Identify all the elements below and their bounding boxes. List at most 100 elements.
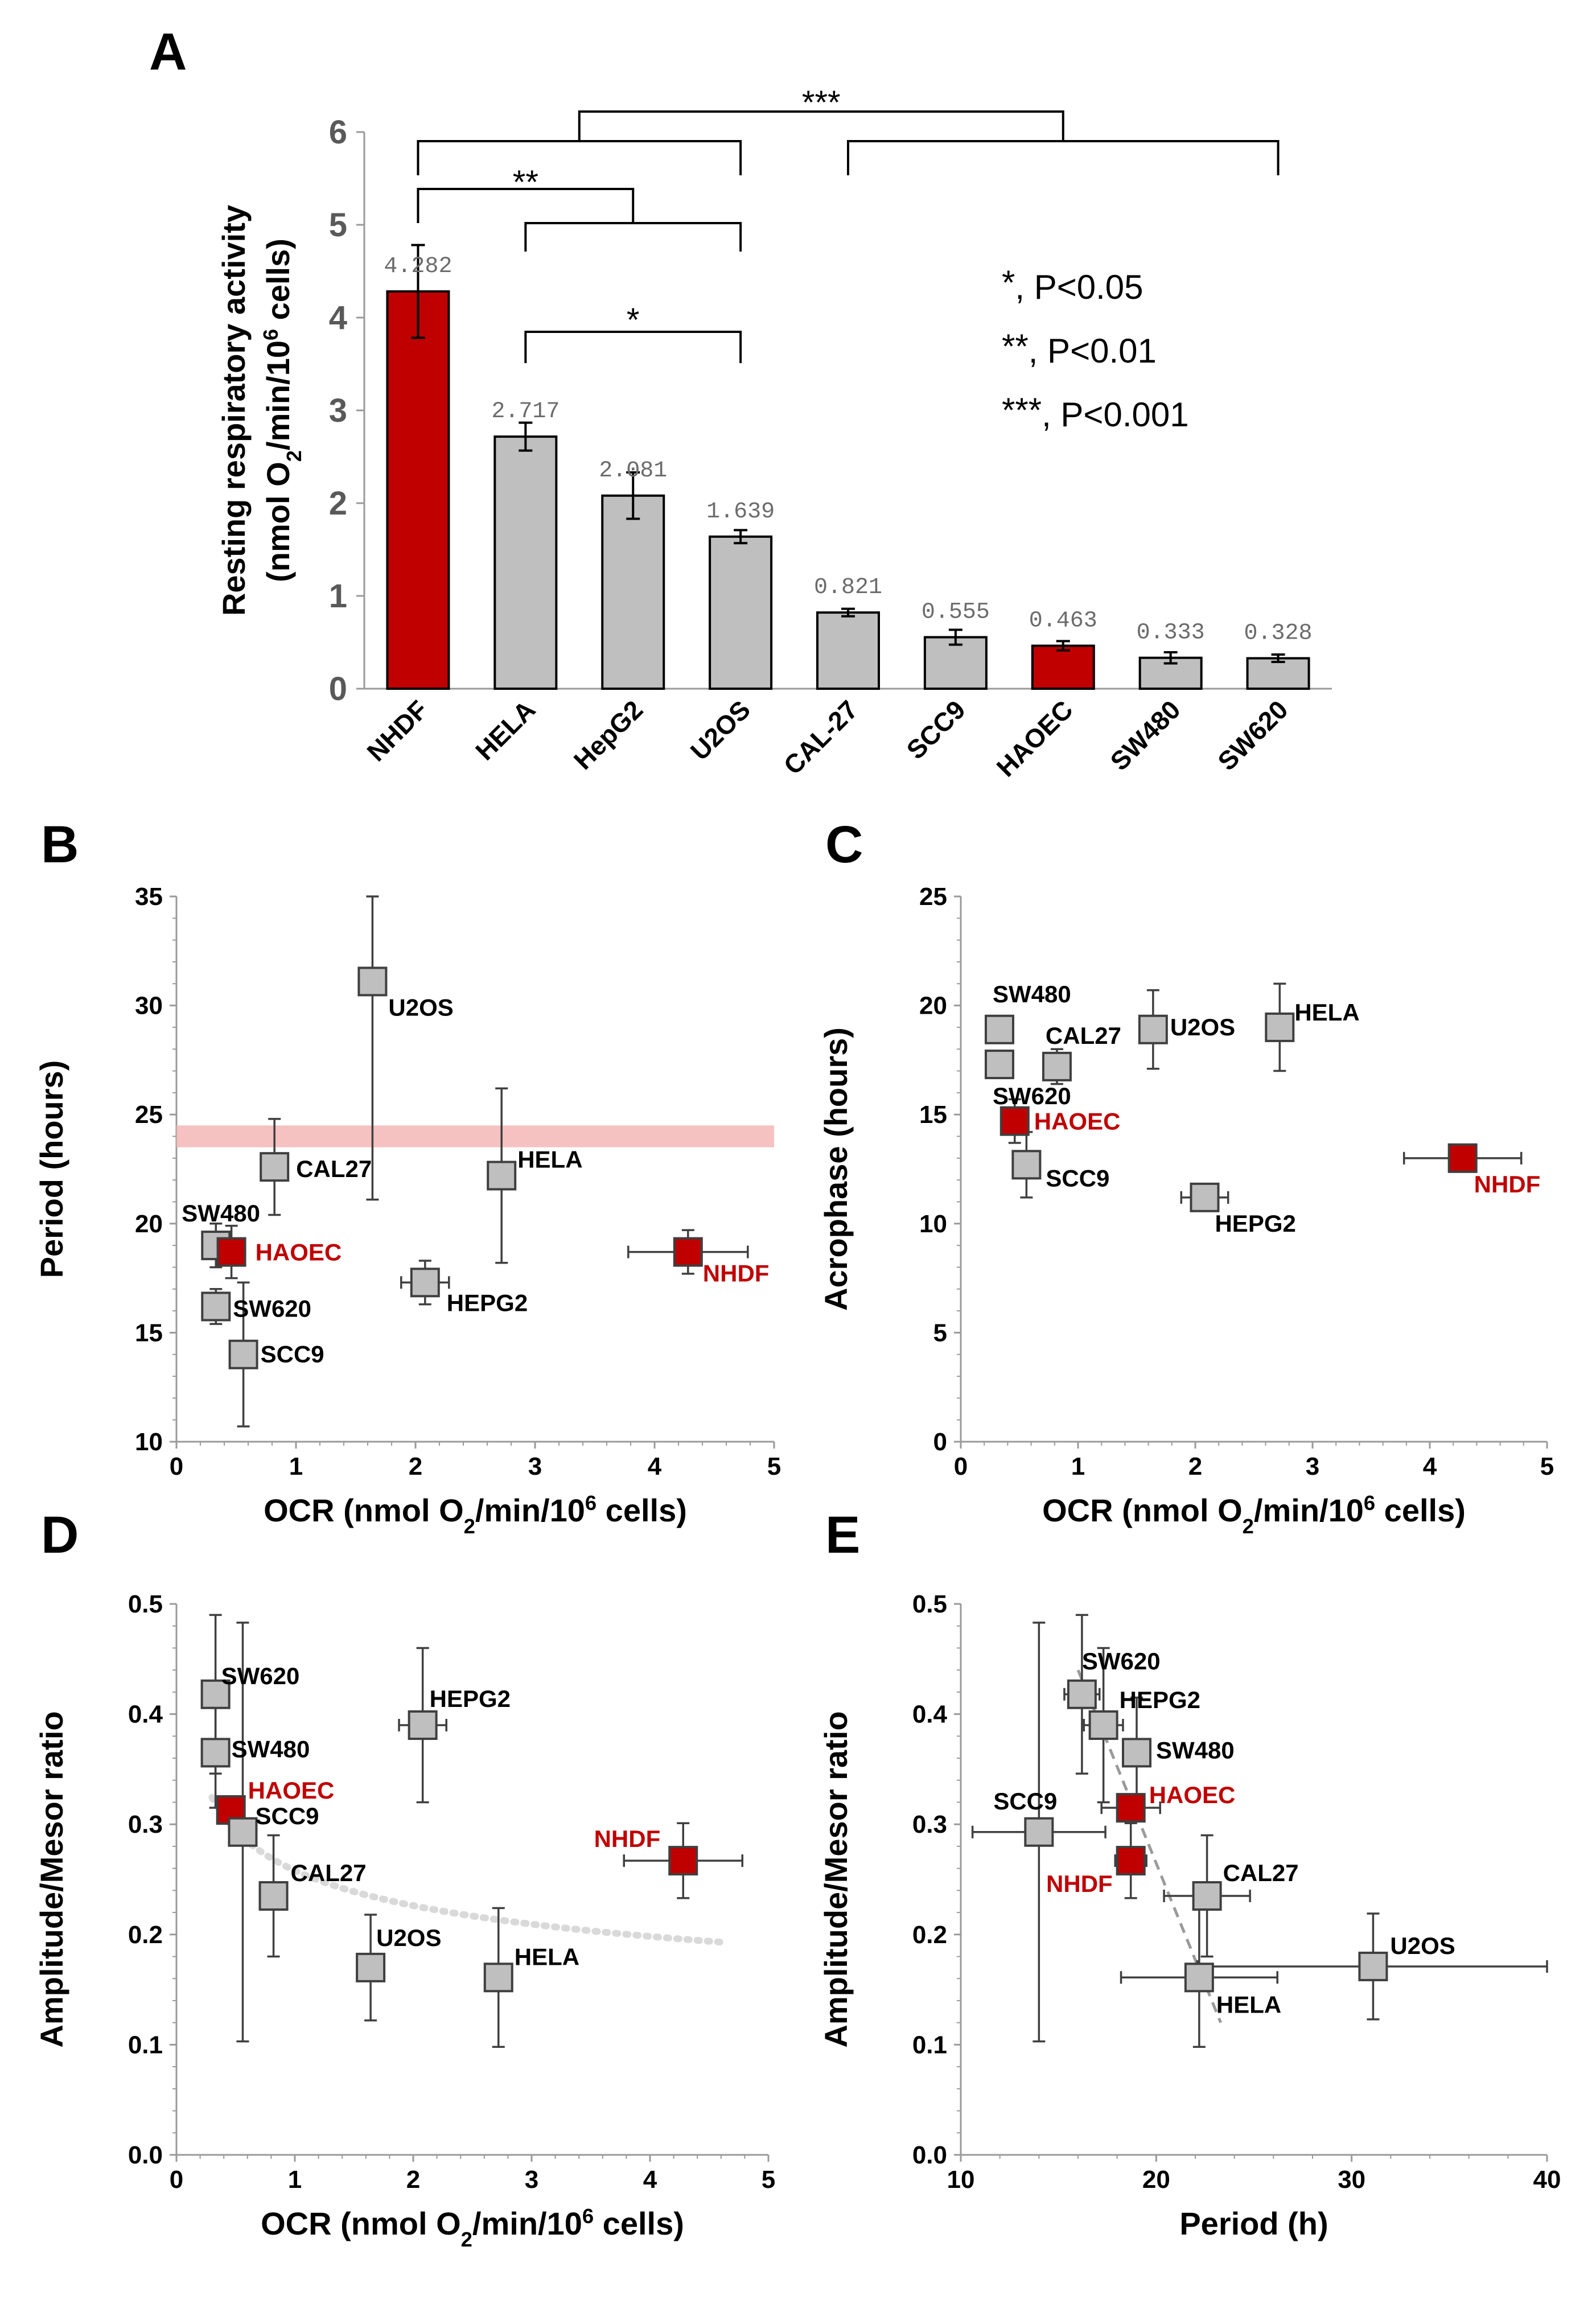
panel-letter-E: E — [825, 1506, 860, 1564]
panel-E: E 10 20 30 40 0.0 0.1 0.2 0.3 0.4 0.5 SW620 HEPG2 SW4… — [818, 1506, 1561, 2241]
y-axis-label: Amplitude/Mesor ratio — [34, 1711, 69, 2047]
y-tick-label: 0.1 — [912, 2031, 947, 2059]
bar — [923, 636, 988, 690]
data-point — [1190, 1182, 1220, 1212]
point-label: HEPG2 — [447, 1289, 528, 1316]
x-tick-label: 1 — [289, 1453, 303, 1480]
y-tick-label: 1 — [329, 578, 347, 615]
y-tick-label: 4 — [329, 299, 347, 336]
point-label: CAL27 — [1223, 1859, 1299, 1886]
y-tick-label: 0.5 — [912, 1590, 947, 1618]
x-tick-label: 4 — [1423, 1453, 1437, 1480]
x-tick-label: 30 — [1338, 2166, 1365, 2194]
x-tick-label: 0 — [170, 1453, 183, 1480]
point-label: SCC9 — [261, 1341, 324, 1368]
data-label: 4.282 — [384, 254, 452, 279]
y-tick-label: 0.0 — [128, 2141, 163, 2169]
point-label: CAL27 — [291, 1859, 367, 1886]
data-point — [1447, 1143, 1478, 1173]
data-point — [258, 1881, 289, 1911]
point-label: SW620 — [993, 1083, 1071, 1109]
data-point — [984, 1050, 1014, 1080]
data-point — [216, 1237, 246, 1267]
y-tick-label: 0.3 — [912, 1811, 947, 1838]
point-label: SW620 — [1082, 1648, 1161, 1674]
data-label: 0.328 — [1244, 621, 1313, 647]
point-label: SW480 — [1156, 1737, 1235, 1763]
data-point — [356, 1952, 386, 1982]
data-point — [260, 1152, 290, 1182]
significance-bracket — [524, 222, 742, 252]
x-axis-label: Period (h) — [1179, 2206, 1328, 2241]
significance-stars: ** — [513, 164, 538, 201]
point-label: U2OS — [1390, 1932, 1455, 1959]
trendline — [208, 1794, 725, 1946]
x-tick-label: 0 — [954, 1453, 968, 1480]
significance-bracket — [417, 188, 635, 223]
panel-letter-B: B — [41, 816, 79, 874]
y-tick-label: 0.4 — [128, 1701, 163, 1729]
point-label: CAL27 — [1046, 1022, 1121, 1049]
data-point — [999, 1106, 1030, 1136]
bar — [1031, 644, 1095, 690]
data-point — [228, 1339, 258, 1369]
y-tick-label: 0 — [933, 1428, 947, 1456]
legend-entry: ***, P<0.001 — [1002, 391, 1189, 434]
y-tick-label: 10 — [919, 1210, 947, 1238]
x-tick-label: 20 — [1142, 2166, 1170, 2194]
x-tick-label: 3 — [1306, 1453, 1319, 1480]
y-tick-label: 0.0 — [912, 2141, 947, 2169]
y-error-bar — [366, 895, 379, 1201]
y-tick-label: 15 — [135, 1319, 163, 1347]
point-label: NHDF — [1474, 1171, 1541, 1198]
data-label: 0.821 — [814, 575, 882, 600]
significance-stars: *** — [802, 84, 841, 121]
x-tick-label: HepG2 — [568, 694, 649, 775]
point-label: HAOEC — [1149, 1782, 1236, 1808]
circadian-band — [176, 1125, 774, 1147]
point-label: SCC9 — [255, 1803, 319, 1829]
point-label: SCC9 — [1046, 1165, 1109, 1191]
x-tick-label: 4 — [648, 1453, 662, 1480]
data-point — [1042, 1051, 1072, 1081]
data-point — [228, 1817, 258, 1847]
data-point — [201, 1291, 231, 1322]
error-bar — [734, 529, 748, 545]
x-tick-label: SCC9 — [900, 694, 971, 765]
x-tick-label: 2 — [409, 1453, 422, 1480]
y-tick-label: 15 — [919, 1101, 947, 1129]
point-label: U2OS — [376, 1924, 441, 1951]
data-point — [1358, 1951, 1388, 1981]
point-label: HELA — [515, 1943, 579, 1970]
data-point — [1184, 1962, 1214, 1993]
significance-bracket — [578, 110, 1064, 141]
data-label: 2.717 — [491, 399, 560, 425]
error-bar — [1163, 651, 1178, 665]
point-label: HAOEC — [248, 1777, 335, 1804]
error-bar — [1056, 640, 1070, 652]
point-label: SCC9 — [993, 1788, 1057, 1815]
point-label: HAOEC — [1034, 1108, 1121, 1135]
y-tick-label: 35 — [135, 883, 163, 911]
y-tick-label: 0.2 — [128, 1921, 163, 1949]
data-point — [668, 1846, 698, 1876]
x-axis-label: OCR (nmol O2/min/106 cells) — [1042, 1491, 1466, 1538]
significance-stars: * — [627, 302, 640, 339]
y-axis-label: Amplitude/Mesor ratio — [818, 1711, 854, 2047]
point-label: SW480 — [993, 981, 1071, 1007]
data-point — [1116, 1793, 1146, 1823]
y-tick-label: 25 — [919, 883, 947, 911]
data-point — [1192, 1881, 1222, 1911]
x-tick-label: 5 — [767, 1453, 781, 1480]
data-point — [410, 1268, 440, 1298]
bar — [1246, 657, 1310, 690]
point-label: HAOEC — [256, 1239, 342, 1266]
point-label: NHDF — [703, 1260, 770, 1287]
point-label: HEPG2 — [430, 1685, 511, 1712]
data-label: 1.639 — [706, 499, 775, 525]
y-tick-label: 0.3 — [128, 1811, 163, 1838]
data-point — [1122, 1738, 1151, 1768]
data-point — [1011, 1150, 1042, 1180]
y-tick-label: 0.4 — [912, 1701, 948, 1729]
y-tick-label: 6 — [329, 114, 347, 151]
